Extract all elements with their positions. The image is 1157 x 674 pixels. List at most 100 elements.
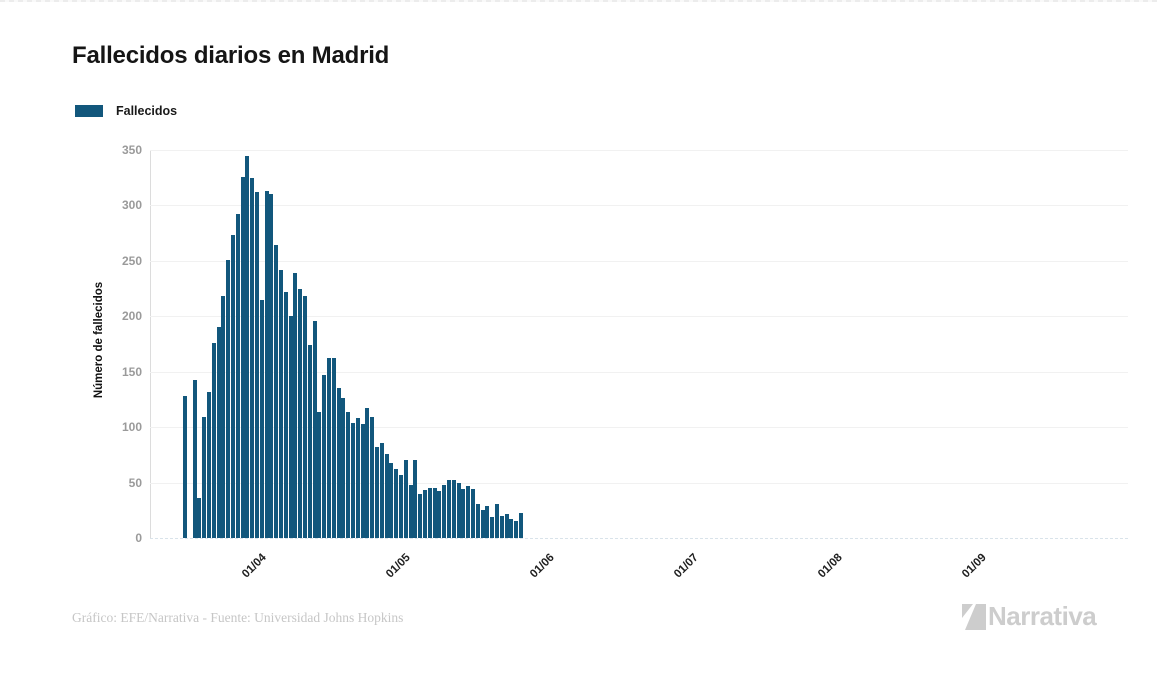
bar [384, 453, 389, 538]
bar [394, 469, 399, 538]
bar [423, 490, 427, 538]
legend-swatch [75, 105, 103, 117]
bar [283, 291, 288, 538]
x-tick-label: 01/04 [239, 551, 269, 581]
y-axis-line [150, 150, 151, 538]
x-tick-label: 01/06 [527, 551, 557, 581]
bar [336, 388, 341, 538]
bar [355, 418, 360, 538]
chart-title: Fallecidos diarios en Madrid [72, 42, 390, 69]
bar [456, 482, 461, 538]
gridline [150, 205, 1128, 207]
bar [346, 411, 351, 538]
bar [480, 510, 485, 538]
narrativa-logo: Narrativa [962, 601, 1097, 632]
y-tick-label: 350 [121, 143, 142, 157]
bar [226, 259, 231, 538]
bar [327, 358, 331, 538]
bar [408, 484, 413, 538]
bar [331, 358, 336, 538]
bar [360, 423, 365, 538]
x-tick-label: 01/08 [815, 551, 845, 581]
bar [221, 296, 226, 538]
bar [341, 398, 346, 538]
bar [418, 493, 423, 538]
bar [519, 512, 523, 538]
y-tick-label: 100 [121, 420, 142, 435]
bar [255, 192, 259, 538]
bar [413, 460, 418, 538]
x-tick-label: 01/07 [671, 551, 701, 581]
bar [192, 379, 197, 538]
bar [207, 391, 211, 538]
gridline [150, 316, 1128, 318]
bar [495, 503, 499, 538]
bar [211, 342, 216, 538]
bar [461, 489, 466, 538]
bar [240, 176, 245, 538]
bar [235, 214, 240, 538]
bar [499, 515, 504, 538]
legend-label: Fallecidos [116, 104, 178, 118]
bar [504, 513, 509, 538]
narrativa-logo-icon [962, 603, 986, 630]
bar [351, 422, 355, 538]
legend: Fallecidos [75, 104, 177, 118]
bar [307, 345, 312, 538]
bar [375, 447, 379, 538]
gridline [150, 371, 1128, 373]
bar [399, 474, 403, 538]
bar [279, 269, 283, 538]
bar [427, 488, 432, 538]
bar [442, 484, 447, 538]
bar [317, 411, 322, 538]
bar [183, 396, 187, 538]
bar [231, 235, 235, 538]
bar [403, 460, 408, 538]
plot-area: 0 50 100 150 200 250 300 350 01/04 01/05 01/06 01/0… [122, 143, 1128, 580]
bar [245, 155, 250, 538]
bar [466, 485, 471, 538]
top-edge-artifact [0, 0, 1157, 2]
y-tick-label: 0 [135, 531, 142, 545]
bar [389, 462, 394, 538]
bar [490, 516, 495, 538]
bar [475, 503, 480, 538]
bar [259, 299, 264, 538]
bar [365, 408, 370, 538]
gridline [150, 427, 1128, 429]
y-tick-label: 150 [121, 364, 142, 379]
x-axis-baseline [150, 538, 1128, 539]
bar [485, 505, 490, 538]
x-tick-label: 01/09 [959, 551, 989, 581]
bar [437, 491, 442, 538]
bar [312, 320, 317, 538]
y-tick-label: 200 [121, 309, 142, 324]
bar [370, 417, 375, 538]
bar [303, 296, 307, 538]
bar [264, 191, 269, 538]
bar [447, 480, 451, 538]
bar [269, 194, 274, 538]
y-axis-title: Número de fallecidos [93, 281, 105, 399]
bar [509, 519, 514, 538]
y-tick-label: 50 [128, 475, 142, 490]
bar [379, 442, 384, 538]
footer-credit: Gráfico: EFE/Narrativa - Fuente: Univers… [72, 610, 404, 625]
x-tick-label: 01/05 [383, 551, 413, 581]
bar [514, 521, 519, 538]
bar [322, 375, 327, 538]
bar [451, 480, 456, 538]
bar [293, 273, 298, 538]
bar [274, 245, 279, 538]
gridline [150, 260, 1128, 262]
bar [197, 498, 202, 538]
y-tick-label: 300 [121, 198, 142, 213]
gridline [150, 482, 1128, 484]
y-tick-label: 250 [121, 253, 142, 268]
bar [471, 489, 475, 538]
bar [288, 316, 293, 538]
bar [432, 488, 437, 538]
bar [250, 177, 255, 538]
